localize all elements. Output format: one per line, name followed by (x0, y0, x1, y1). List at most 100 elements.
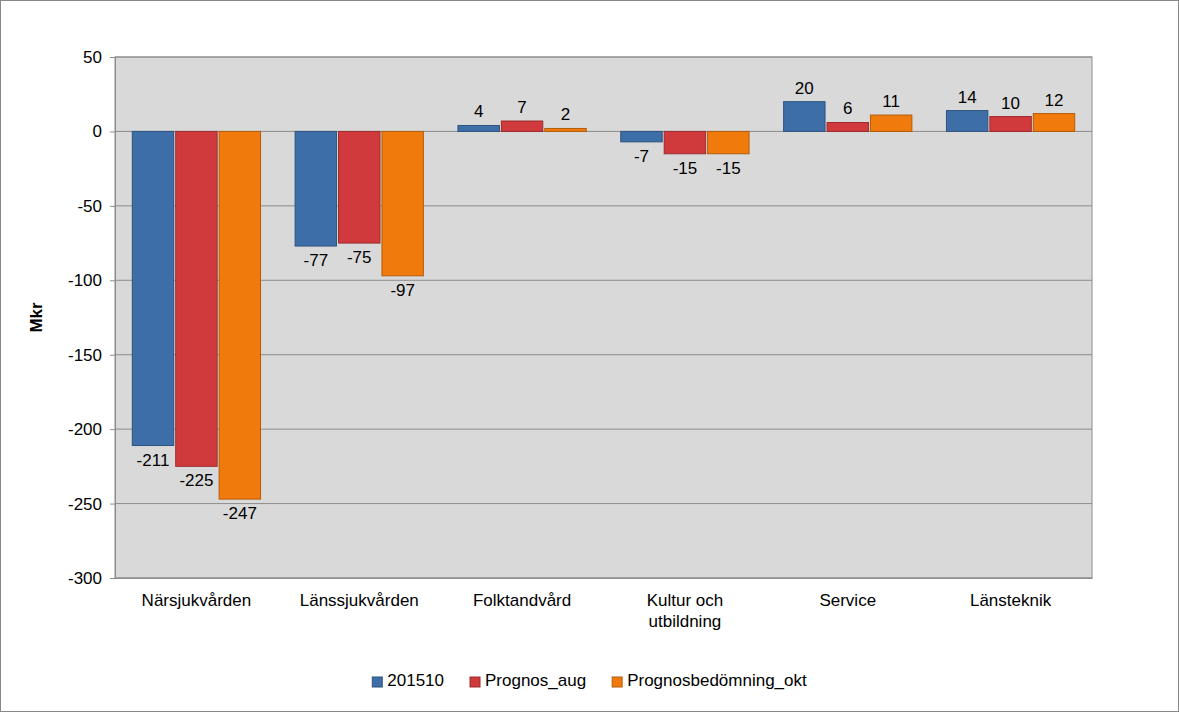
legend-swatch (612, 677, 622, 687)
tick: -150 (68, 346, 115, 365)
bar (708, 131, 749, 153)
grid-line (115, 280, 1092, 281)
tick: -50 (77, 197, 115, 216)
bar (946, 111, 987, 132)
tick: Närsjukvården (142, 578, 252, 610)
grid (115, 57, 1092, 578)
category-label: Länsteknik (970, 591, 1052, 610)
tick: -300 (68, 569, 115, 588)
tick-label: 0 (93, 122, 102, 141)
chart-border (1, 1, 1179, 712)
bar (382, 131, 423, 275)
tick-mark (110, 504, 115, 505)
data-label: -7 (634, 147, 649, 166)
data-label: 10 (1001, 94, 1020, 113)
tick-mark (110, 578, 115, 579)
grid-line (115, 354, 1092, 355)
category-label: Folktandvård (473, 591, 571, 610)
bar (501, 121, 542, 131)
tick: Länssjukvården (300, 578, 419, 610)
x-axis: Närsjukvården Länssjukvården Folktandvård K… (116, 578, 1093, 631)
grid-line (115, 429, 1092, 430)
data-label: 4 (474, 102, 483, 121)
data-label: 6 (843, 99, 852, 118)
category-label: Närsjukvården (142, 591, 252, 610)
data-label: -225 (179, 471, 213, 490)
bar (132, 131, 173, 445)
legend-label: Prognos_aug (485, 671, 586, 690)
legend-label: 201510 (387, 671, 444, 690)
tick-label: -250 (68, 495, 102, 514)
data-label: 2 (561, 105, 570, 124)
data-label: 7 (517, 98, 526, 117)
legend-swatch (470, 677, 480, 687)
tick-label: -150 (68, 346, 102, 365)
tick-mark (110, 280, 115, 281)
tick-label: 50 (83, 48, 102, 67)
data-label: 12 (1045, 91, 1064, 110)
tick: 50 (83, 48, 115, 67)
bar (827, 122, 868, 131)
tick-mark (110, 429, 115, 430)
data-label: -211 (137, 451, 170, 470)
bar (990, 117, 1031, 132)
bar (1033, 114, 1074, 132)
x-axis-line (116, 578, 1093, 579)
data-label: 20 (795, 79, 814, 98)
tick: 0 (93, 122, 115, 141)
y-axis: -300 -250 -200 -150 -100 -50 0 50 (68, 48, 116, 588)
tick: Folktandvård (473, 578, 571, 610)
bar (295, 131, 336, 246)
legend-label: Prognosbedömning_okt (627, 671, 807, 690)
tick-mark (110, 355, 115, 356)
bars (132, 102, 1074, 499)
legend-swatch (372, 677, 382, 687)
bar (664, 131, 705, 153)
tick-label: -50 (77, 197, 102, 216)
bar (339, 131, 380, 243)
plot-background (115, 57, 1092, 578)
tick-mark (110, 131, 115, 132)
bar (784, 102, 825, 132)
tick-label: -200 (68, 420, 102, 439)
legend-item: 201510 (372, 671, 444, 690)
category-label: Länssjukvården (300, 591, 419, 610)
tick-mark (110, 57, 115, 58)
legend-item: Prognosbedömning_okt (612, 671, 807, 690)
chart: -211 -77 4 -7 20 14 -225 -75 7 -15 6 10 -247 -97 2 -15 1… (0, 0, 1179, 712)
y-axis-title: Mkr (27, 302, 46, 333)
bar (219, 131, 260, 499)
tick: -250 (68, 495, 115, 514)
tick-label: -300 (68, 569, 102, 588)
data-label: -77 (304, 251, 329, 270)
bar (176, 131, 217, 466)
bar (545, 128, 586, 131)
grid-line (115, 503, 1092, 504)
tick: Service (819, 578, 876, 610)
tick: -200 (68, 420, 115, 439)
tick: Kultur ochutbildning (647, 578, 724, 631)
data-label: 11 (882, 92, 900, 111)
tick: -100 (68, 271, 115, 290)
tick-mark (110, 206, 115, 207)
legend-item: Prognos_aug (470, 671, 586, 690)
bar (870, 115, 911, 131)
data-labels: -211 -77 4 -7 20 14 -225 -75 7 -15 6 10 -247 -97 2 -15 1… (137, 79, 1064, 523)
data-label: 14 (958, 88, 977, 107)
grid-line (115, 131, 1092, 132)
category-label: Service (819, 591, 876, 610)
tick: Länsteknik (970, 578, 1052, 610)
data-label: -15 (673, 159, 698, 178)
tick-label: -100 (68, 271, 102, 290)
data-label: -75 (347, 248, 372, 267)
legend: 201510 Prognos_aug Prognosbedömning_okt (372, 671, 807, 690)
plot-frame (115, 57, 1092, 578)
data-label: -247 (223, 504, 257, 523)
y-axis-line (110, 58, 116, 579)
data-label: -15 (716, 159, 741, 178)
bar (621, 131, 662, 141)
grid-line (115, 205, 1092, 206)
data-label: -97 (390, 281, 415, 300)
bar (458, 125, 499, 131)
category-label: Kultur ochutbildning (647, 591, 724, 631)
